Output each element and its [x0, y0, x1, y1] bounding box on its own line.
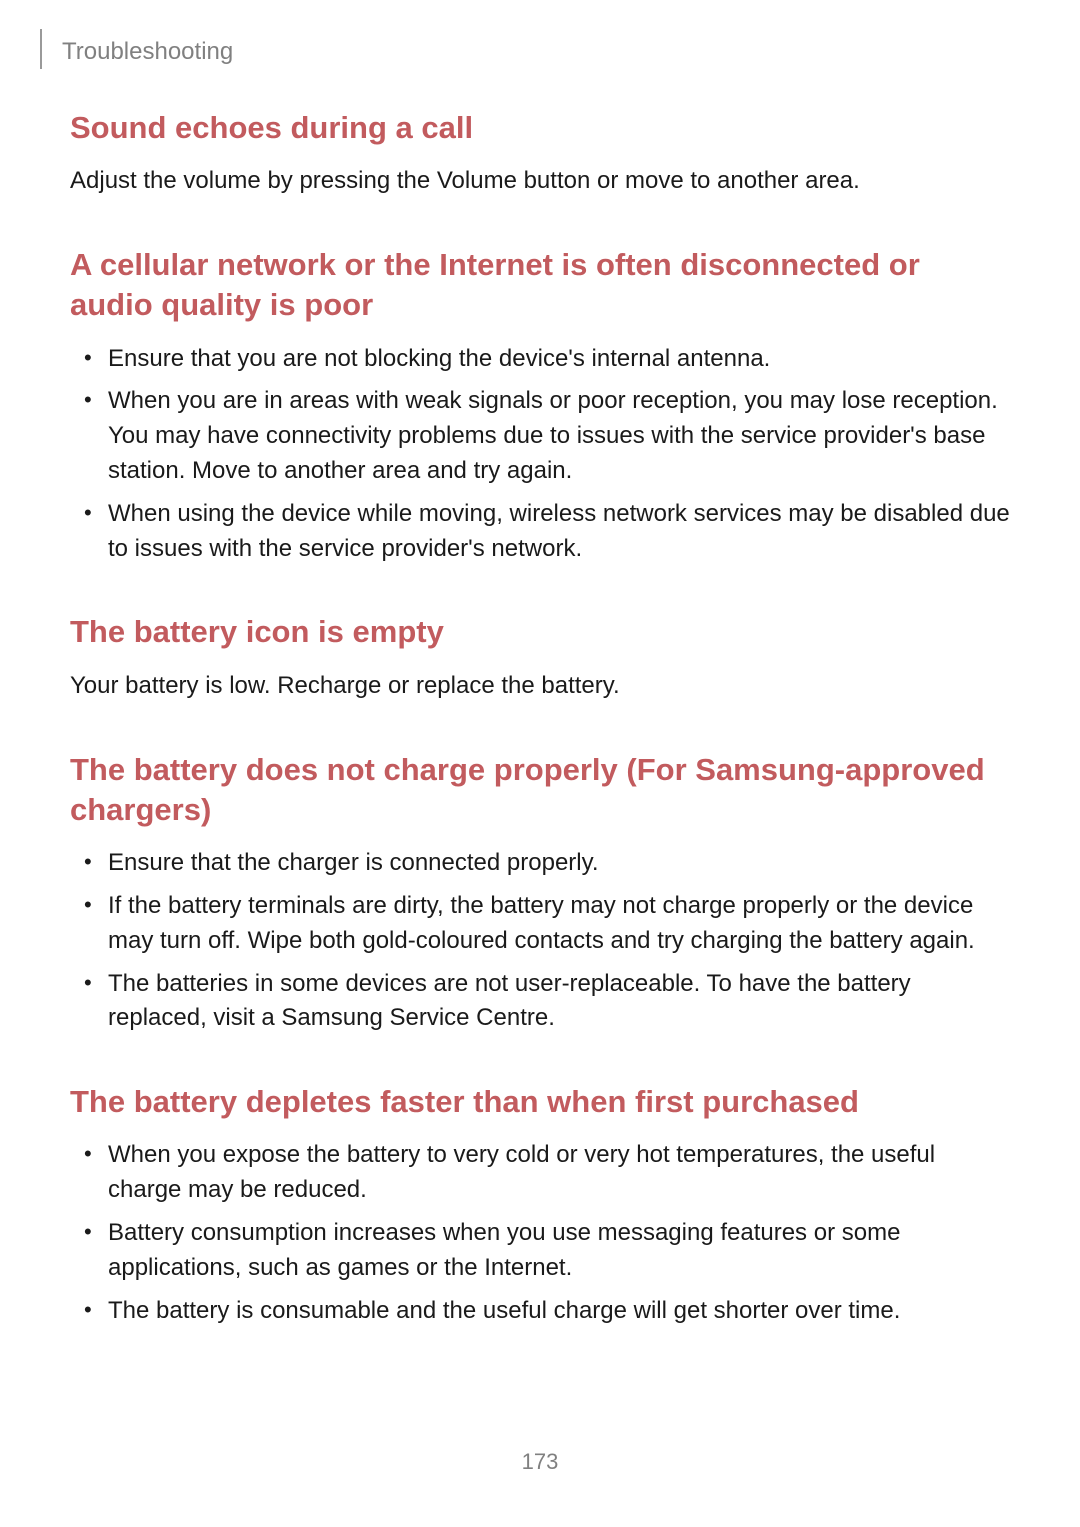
- list-item: Ensure that the charger is connected pro…: [108, 846, 1010, 881]
- page-number: 173: [0, 1449, 1080, 1475]
- section-body: Your battery is low. Recharge or replace…: [70, 669, 1010, 704]
- list-item: When you expose the battery to very cold…: [108, 1138, 1010, 1208]
- section-sound-echoes: Sound echoes during a call Adjust the vo…: [70, 108, 1010, 199]
- page-content: Sound echoes during a call Adjust the vo…: [70, 108, 1010, 1374]
- section-heading: Sound echoes during a call: [70, 108, 1010, 148]
- breadcrumb: Troubleshooting: [62, 38, 233, 66]
- list-item: The batteries in some devices are not us…: [108, 967, 1010, 1037]
- bullet-list: When you expose the battery to very cold…: [70, 1138, 1010, 1328]
- list-item: Battery consumption increases when you u…: [108, 1216, 1010, 1286]
- header-region: Troubleshooting: [40, 35, 233, 69]
- section-battery-icon-empty: The battery icon is empty Your battery i…: [70, 612, 1010, 703]
- bullet-list: Ensure that you are not blocking the dev…: [70, 342, 1010, 567]
- list-item: The battery is consumable and the useful…: [108, 1294, 1010, 1329]
- header-divider: [40, 29, 42, 69]
- section-body: Adjust the volume by pressing the Volume…: [70, 164, 1010, 199]
- section-heading: The battery icon is empty: [70, 612, 1010, 652]
- section-battery-not-charge: The battery does not charge properly (Fo…: [70, 750, 1010, 1037]
- section-battery-depletes: The battery depletes faster than when fi…: [70, 1082, 1010, 1328]
- list-item: Ensure that you are not blocking the dev…: [108, 342, 1010, 377]
- bullet-list: Ensure that the charger is connected pro…: [70, 846, 1010, 1036]
- section-network-disconnected: A cellular network or the Internet is of…: [70, 245, 1010, 566]
- section-heading: The battery depletes faster than when fi…: [70, 1082, 1010, 1122]
- list-item: When using the device while moving, wire…: [108, 497, 1010, 567]
- section-heading: A cellular network or the Internet is of…: [70, 245, 1010, 326]
- section-heading: The battery does not charge properly (Fo…: [70, 750, 1010, 831]
- list-item: If the battery terminals are dirty, the …: [108, 889, 1010, 959]
- list-item: When you are in areas with weak signals …: [108, 384, 1010, 488]
